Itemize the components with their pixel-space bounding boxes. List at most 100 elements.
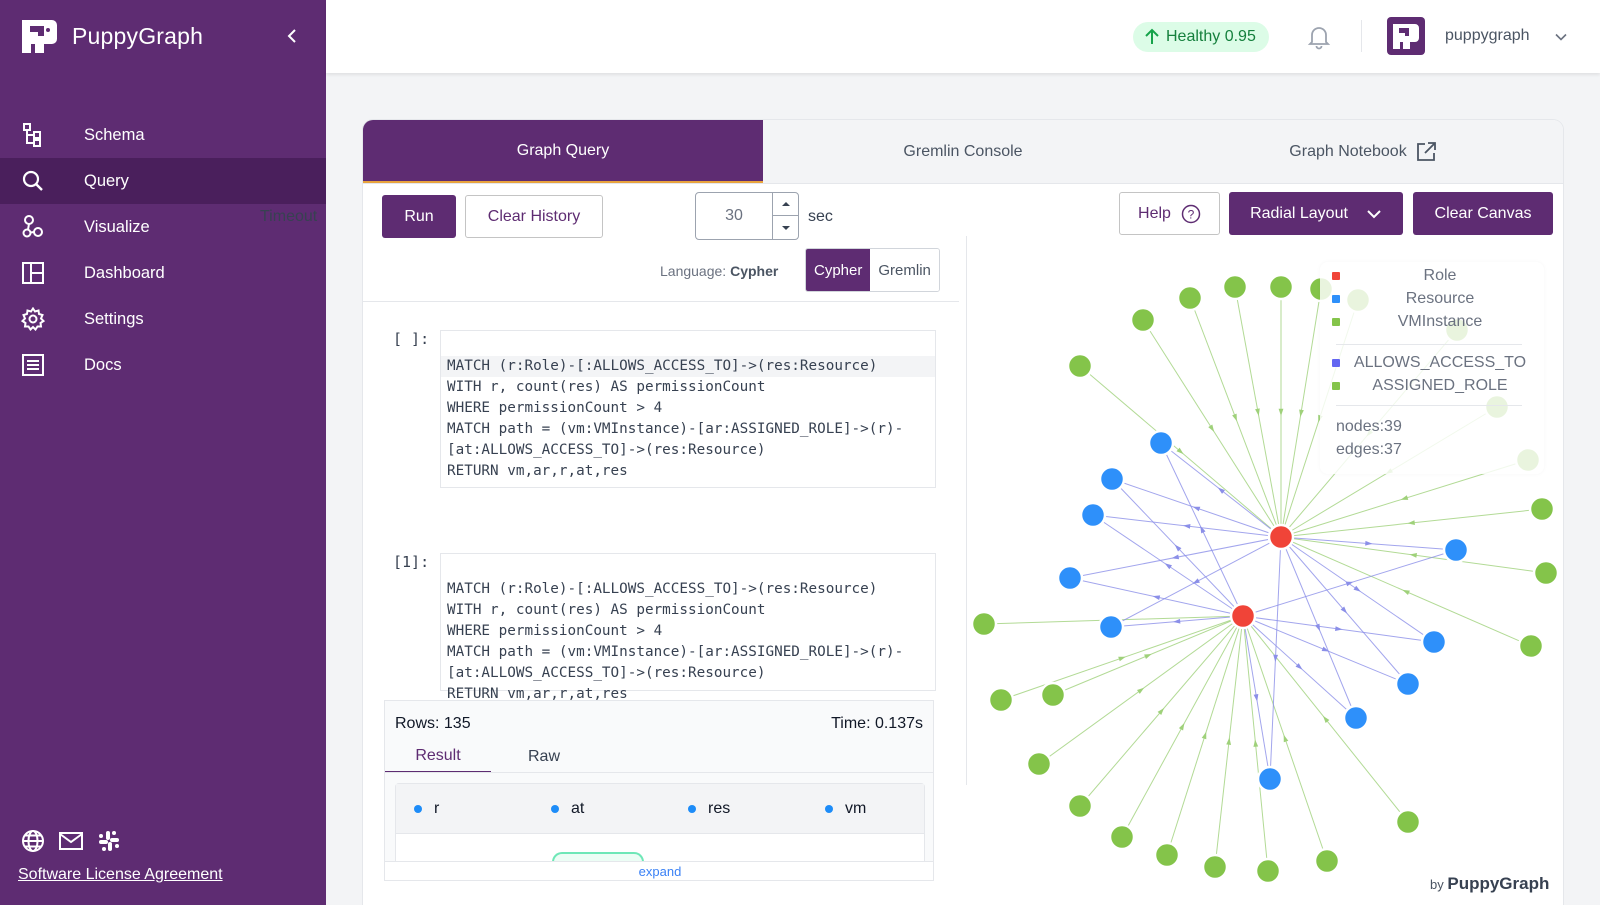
run-button[interactable]: Run [382,195,456,238]
graph-node-vminstance[interactable] [1039,681,1067,709]
layout-dropdown[interactable]: Radial Layout [1229,192,1403,235]
tab-gremlin-console[interactable]: Gremlin Console [763,120,1163,183]
graph-node-resource[interactable] [1342,704,1370,732]
graph-edge-arrow [1171,554,1180,560]
sidebar-item-dashboard[interactable]: Dashboard [0,250,326,296]
code-editor[interactable]: MATCH (r:Role)-[:ALLOWS_ACCESS_TO]->(res… [440,553,936,702]
graph-node-vminstance[interactable] [1532,559,1560,587]
graph-node-resource[interactable] [1097,613,1125,641]
graph-edge-arrow [1321,646,1330,652]
brand[interactable]: PuppyGraph [18,16,203,56]
graph-edge-arrow [1192,506,1201,512]
graph-node-vminstance[interactable] [1066,792,1094,820]
column-header[interactable]: at [551,800,584,818]
legend-label: VMInstance [1397,313,1483,330]
graph-node-resource[interactable] [1420,628,1448,656]
graph-node-role[interactable] [1229,602,1257,630]
globe-icon[interactable] [20,828,46,854]
graph-edge-arrow [1400,495,1409,500]
question-icon: ? [1181,204,1201,223]
sidebar-item-query[interactable]: Query [0,158,326,204]
language-option-gremlin[interactable]: Gremlin [870,249,939,291]
graph-node-vminstance[interactable] [1528,495,1556,523]
expand-button[interactable]: expand [385,861,933,880]
branding: by PuppyGraph [1430,874,1549,894]
brand-name: PuppyGraph [72,22,204,49]
tab-raw[interactable]: Raw [527,748,560,765]
graph-legend: Role Resource VMInstance ALLOWS_ACCESS_T… [1320,262,1544,474]
stepper-down-icon[interactable] [773,216,798,239]
sidebar-item-settings[interactable]: Settings [0,296,326,342]
code-line: [at:ALLOWS_ACCESS_TO]->(res:Resource) [447,442,766,458]
column-header[interactable]: res [688,800,730,818]
legend-item-role: Role [1332,267,1532,285]
graph-node-resource[interactable] [1442,536,1470,564]
graph-node-vminstance[interactable] [1129,306,1157,334]
timeout-stepper[interactable] [695,192,799,240]
schema-icon [20,122,46,148]
language-option-cypher[interactable]: Cypher [806,249,871,291]
avatar[interactable] [1387,17,1425,55]
graph-edge-arrow [1144,653,1152,659]
tab-graph-notebook[interactable]: Graph Notebook [1163,120,1563,183]
graph-node-vminstance[interactable] [1176,284,1204,312]
graph-edge-arrow [1173,618,1181,624]
chevron-down-icon[interactable] [1554,30,1568,44]
graph-edge-arrow [1200,525,1206,534]
graph-node-vminstance[interactable] [1108,823,1136,851]
sidebar-item-visualize[interactable]: Visualize [0,204,326,250]
graph-node-resource[interactable] [1394,670,1422,698]
graph-node-resource[interactable] [1256,765,1284,793]
graph-node-vminstance[interactable] [1313,847,1341,875]
graph-node-vminstance[interactable] [1153,841,1181,869]
pane-splitter[interactable] [966,236,967,785]
code-line: WHERE permissionCount > 4 [447,623,663,639]
graph-node-vminstance[interactable] [1267,273,1295,301]
graph-node-resource[interactable] [1079,501,1107,529]
license-link[interactable]: Software License Agreement [18,866,223,883]
timeout-input[interactable] [696,193,772,239]
rows-count: Rows: 135 [395,715,471,732]
mail-icon[interactable] [58,828,84,854]
graph-node-vminstance[interactable] [970,610,998,638]
legend-swatch [1332,295,1340,303]
graph-node-vminstance[interactable] [1066,352,1094,380]
timeout-unit: sec [808,208,833,225]
graph-node-vminstance[interactable] [1221,273,1249,301]
column-header[interactable]: r [414,800,439,818]
cell-prompt: [1]: [393,553,430,571]
graph-node-vminstance[interactable] [1025,750,1053,778]
help-label: Help [1138,204,1171,222]
graph-node-vminstance[interactable] [1254,857,1282,885]
sidebar-item-label: Schema [84,125,145,144]
clear-history-button[interactable]: Clear History [465,195,603,238]
collapse-sidebar-icon[interactable] [282,26,302,46]
column-header[interactable]: vm [825,800,866,818]
bell-icon[interactable] [1307,24,1331,50]
graph-node-vminstance[interactable] [1517,632,1545,660]
code-line: WITH r, count(res) AS permissionCount [447,602,766,618]
graph-node-resource[interactable] [1098,465,1126,493]
user-name[interactable]: puppygraph [1445,27,1530,44]
tab-graph-query[interactable]: Graph Query [363,120,763,183]
tab-result[interactable]: Result [385,741,491,773]
slack-icon[interactable] [96,828,122,854]
sidebar-item-docs[interactable]: Docs [0,342,326,388]
graph-edge-arrow [1353,585,1361,592]
graph-node-vminstance[interactable] [1201,853,1229,881]
graph-edge-arrow [1255,408,1260,416]
graph-node-role[interactable] [1267,523,1295,551]
sidebar-item-schema[interactable]: Schema [0,112,326,158]
clear-canvas-button[interactable]: Clear Canvas [1413,192,1553,235]
help-button[interactable]: Help ? [1119,192,1220,235]
code-editor[interactable]: MATCH (r:Role)-[:ALLOWS_ACCESS_TO]->(res… [440,330,936,488]
visualize-icon [20,214,46,240]
graph-node-vminstance[interactable] [987,686,1015,714]
puppygraph-logo-icon [22,20,57,53]
stepper-up-icon[interactable] [773,193,798,216]
graph-edge-arrow [1226,737,1232,745]
graph-node-resource[interactable] [1147,429,1175,457]
code-line: MATCH (r:Role)-[:ALLOWS_ACCESS_TO]->(res… [441,356,935,377]
graph-node-vminstance[interactable] [1394,808,1422,836]
graph-node-resource[interactable] [1056,564,1084,592]
